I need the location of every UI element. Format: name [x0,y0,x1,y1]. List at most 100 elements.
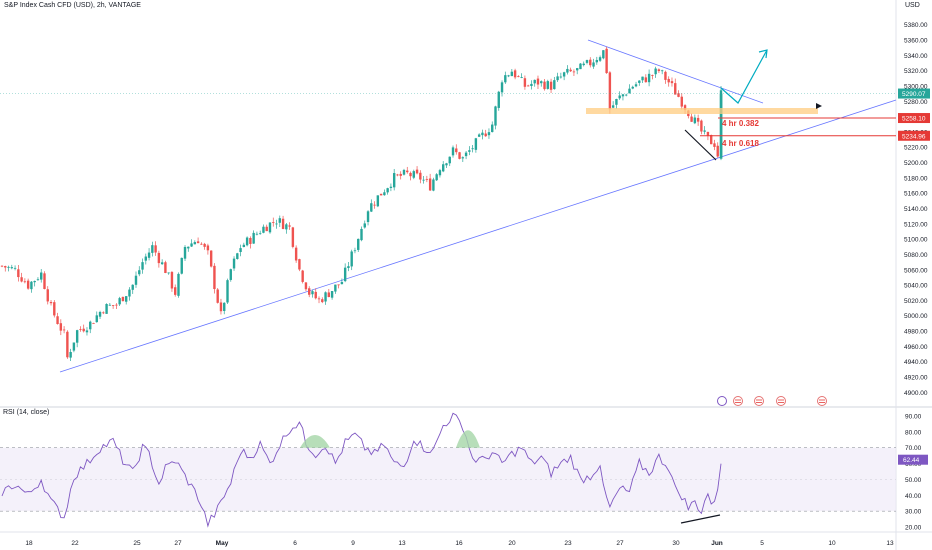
candle-body [373,204,376,206]
time-axis[interactable]: 18 22 25 27 May 6 9 13 16 20 23 27 30 Jun 5 10 13 [25,540,894,547]
price-tick-label: 5300.00 [904,83,928,90]
candle-body [474,138,478,150]
last-candle [719,93,723,159]
candle-body [46,289,49,302]
candle-body [566,68,569,73]
candle-body [138,270,141,275]
candle-body [174,287,177,295]
candle-body [304,282,308,290]
time-tick-label: 13 [398,540,406,547]
candle-body [92,323,95,324]
candle-body [680,96,683,107]
rsi-title: RSI (14, close) [3,409,50,416]
candle-body [294,247,298,261]
time-tick-label: May [216,540,229,547]
candle-body [432,179,435,191]
candle-body [285,224,288,230]
candle-body [298,259,301,270]
rsi-axis[interactable]: 90.0080.0070.0060.0050.0040.0030.0020.00… [898,414,928,532]
candle-body [543,81,546,90]
descending-trendline [587,39,764,104]
candle-body [229,269,232,280]
candle-body [507,75,510,77]
fib-382-price-tag-bg [898,113,930,124]
candle-body [458,152,461,159]
candle-body [644,77,648,83]
price-tick-label: 5020.00 [904,298,928,305]
time-tick-label: 27 [174,540,182,547]
price-axis[interactable]: 5380.00 5360.00 5340.00 5320.00 5300.00 5280.… [898,22,930,397]
time-tick-label: 23 [564,540,572,547]
candle-body [428,178,432,191]
candle-body [128,289,131,297]
candle-body [674,83,677,95]
candle-body [43,273,46,290]
candle-body [219,302,223,312]
candle-body [530,83,533,87]
candle-body [667,78,670,83]
candle-body [709,135,713,145]
candle-body [383,192,386,196]
candle-body [442,164,445,172]
rsi-band [0,447,896,512]
candle-body [471,148,474,150]
candle-body [634,84,638,87]
candle-body [340,282,344,285]
candle-body [406,170,409,173]
candle-body [422,179,425,181]
candle-body [510,71,514,77]
candle-body [425,178,429,180]
candle-body [497,91,500,108]
candle-body [154,245,157,253]
candle-body [10,267,14,269]
candle-body [523,78,527,87]
time-tick-label: 16 [455,540,463,547]
candle-body [621,94,625,97]
candle-body [62,329,66,331]
candle-body [30,281,33,290]
event-icons[interactable] [717,396,827,406]
candle-body [334,284,337,292]
candle-body [314,291,317,299]
candle-body [17,269,20,278]
replay-marker [816,103,822,109]
candle-body [494,106,497,126]
projection-arrow [720,49,768,104]
candle-body [226,280,229,303]
candle-body [572,71,576,73]
candle-body [553,80,556,90]
price-tick-label: 4980.00 [904,329,928,336]
candle-body [526,85,530,87]
candle-body [177,273,180,296]
candle-body [206,245,210,251]
dividend-event-icon [717,396,727,406]
candle-body [399,173,402,176]
candle-body [337,284,340,286]
candle-body [89,321,92,330]
candle-body [546,81,549,89]
candle-body [160,262,164,265]
rsi-tick-label: 70.00 [905,445,922,452]
candle-body [147,252,151,258]
current-price-tag-bg [898,88,930,99]
supply-zone [586,108,818,114]
candle-body [520,77,523,78]
candle-body [95,315,98,323]
candle-body [180,257,183,274]
candle-body [654,68,657,75]
price-tick-label: 5180.00 [904,175,928,182]
price-tick-label: 5120.00 [904,221,928,228]
candle-body [592,62,595,67]
candle-body [190,243,193,247]
candle-body [26,280,30,289]
candle-body [131,284,134,290]
current-price-tag: 5290.07 [902,91,926,98]
fib-618-price-tag: 5234.96 [902,133,926,140]
candle-body [504,75,507,83]
candle-body [491,124,494,133]
candle-body [569,69,572,72]
time-tick-label: 27 [616,540,624,547]
fib-618-price-tag-bg [898,130,930,141]
candle-body [513,70,517,78]
